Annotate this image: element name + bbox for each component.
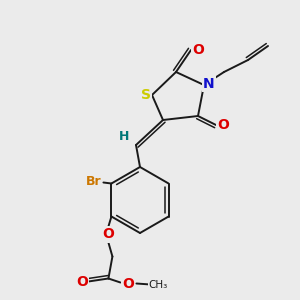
Text: CH₃: CH₃ [149, 280, 168, 290]
Text: Br: Br [85, 175, 101, 188]
Text: O: O [217, 118, 229, 132]
Text: H: H [119, 130, 129, 143]
Text: S: S [141, 88, 151, 102]
Text: O: O [76, 274, 88, 289]
Text: O: O [103, 227, 114, 242]
Text: O: O [122, 277, 134, 290]
Text: N: N [203, 77, 215, 91]
Text: O: O [192, 43, 204, 57]
